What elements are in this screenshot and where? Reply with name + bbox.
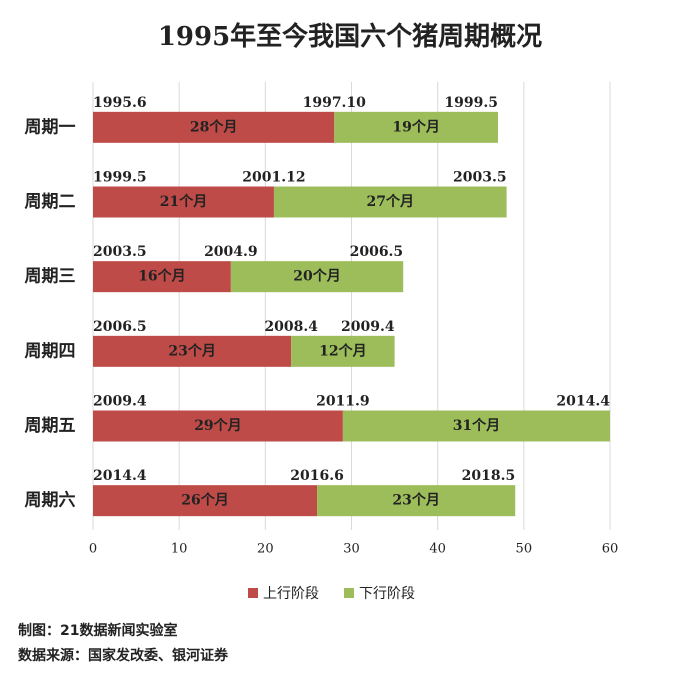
date-label: 2018.5 bbox=[462, 468, 516, 484]
bar-segment bbox=[93, 485, 318, 517]
legend-swatch bbox=[248, 588, 258, 598]
bar-segment bbox=[291, 335, 395, 367]
value-label: 31个月 bbox=[453, 417, 500, 434]
bar-segment bbox=[230, 261, 404, 293]
bar-segment bbox=[317, 485, 516, 517]
category-label: 周期六 bbox=[25, 490, 76, 511]
date-label: 1999.5 bbox=[93, 170, 147, 186]
date-label: 2001.12 bbox=[242, 170, 305, 186]
date-label: 1997.10 bbox=[303, 95, 367, 111]
bar-segment bbox=[342, 410, 610, 442]
date-label: 2004.9 bbox=[204, 244, 258, 260]
x-tick-label: 60 bbox=[602, 542, 619, 557]
legend-label: 上行阶段 bbox=[263, 586, 319, 602]
value-label: 29个月 bbox=[194, 417, 241, 434]
date-label: 2014.4 bbox=[556, 394, 610, 410]
x-tick-label: 0 bbox=[89, 542, 97, 557]
bar-segment bbox=[273, 186, 507, 218]
note: 制图：21数据新闻实验室 bbox=[18, 622, 177, 639]
category-label: 周期五 bbox=[25, 416, 76, 436]
value-label: 28个月 bbox=[190, 118, 237, 135]
legend-swatch bbox=[344, 588, 354, 598]
value-label: 19个月 bbox=[392, 118, 439, 135]
x-tick-label: 10 bbox=[171, 542, 188, 557]
category-label: 周期三 bbox=[25, 267, 76, 287]
value-label: 16个月 bbox=[138, 268, 185, 285]
date-label: 2003.5 bbox=[453, 170, 507, 186]
x-tick-label: 20 bbox=[257, 542, 274, 557]
bar-segment bbox=[93, 410, 343, 442]
bar-segment bbox=[93, 261, 231, 293]
value-label: 23个月 bbox=[392, 492, 439, 509]
date-label: 2009.4 bbox=[341, 319, 395, 335]
bar-segment bbox=[93, 335, 292, 367]
date-label: 2011.9 bbox=[316, 394, 370, 410]
value-label: 20个月 bbox=[293, 268, 340, 285]
value-label: 26个月 bbox=[181, 492, 228, 509]
date-label: 2014.4 bbox=[93, 468, 147, 484]
date-label: 2006.5 bbox=[350, 244, 404, 260]
category-label: 周期四 bbox=[25, 341, 76, 361]
value-label: 27个月 bbox=[367, 193, 414, 210]
x-tick-label: 40 bbox=[429, 542, 446, 557]
legend-label: 下行阶段 bbox=[359, 586, 415, 602]
bar-segment bbox=[93, 111, 335, 143]
date-label: 2003.5 bbox=[93, 244, 147, 260]
x-tick-label: 30 bbox=[343, 542, 360, 557]
chart-title: 1995年至今我国六个猪周期概况 bbox=[158, 21, 542, 52]
date-label: 2008.4 bbox=[264, 319, 318, 335]
date-label: 2009.4 bbox=[93, 394, 147, 410]
value-label: 23个月 bbox=[168, 342, 215, 359]
date-label: 1999.5 bbox=[444, 95, 498, 111]
note: 数据来源：国家发改委、银河证券 bbox=[18, 647, 229, 664]
bar-segment bbox=[334, 111, 498, 143]
category-label: 周期二 bbox=[25, 192, 76, 212]
category-label: 周期一 bbox=[25, 117, 76, 137]
value-label: 21个月 bbox=[160, 193, 207, 210]
date-label: 2016.6 bbox=[290, 468, 344, 484]
bar-segment bbox=[93, 186, 274, 218]
date-label: 1995.6 bbox=[93, 95, 147, 111]
date-label: 2006.5 bbox=[93, 319, 147, 335]
value-label: 12个月 bbox=[319, 342, 366, 359]
x-tick-label: 50 bbox=[516, 542, 533, 557]
